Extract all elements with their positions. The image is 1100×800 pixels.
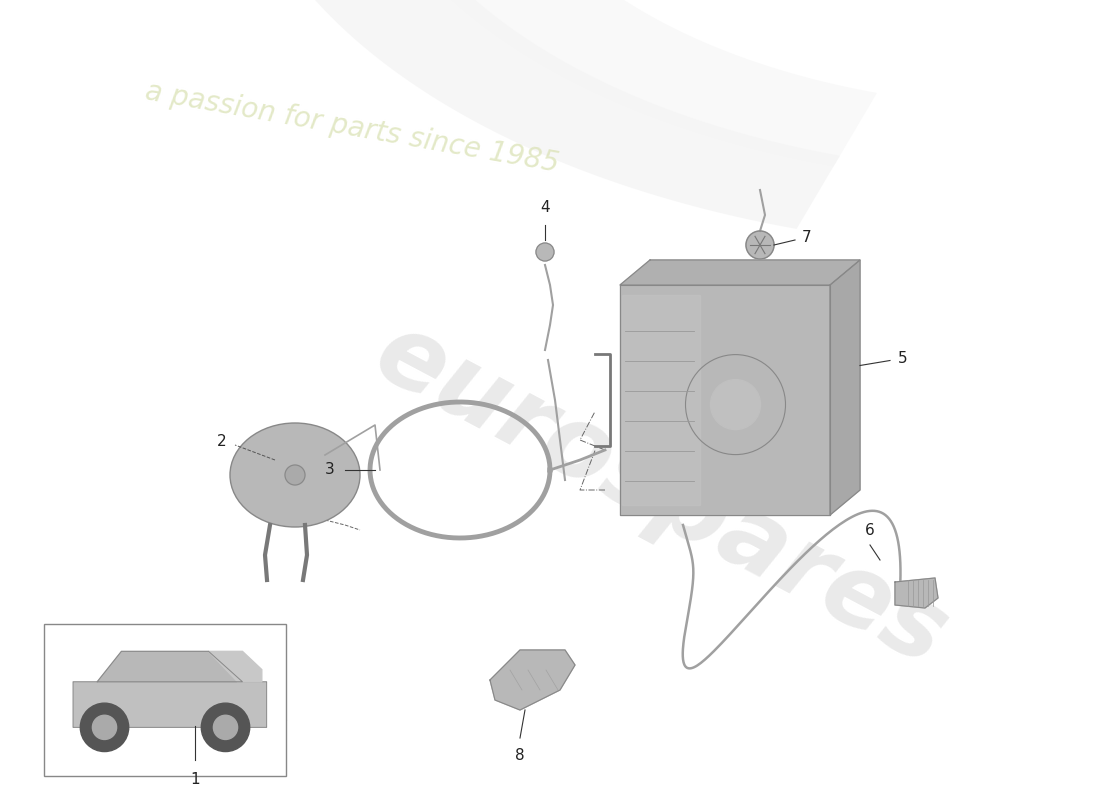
Circle shape — [685, 354, 785, 454]
Text: 3: 3 — [326, 462, 336, 478]
Polygon shape — [209, 651, 262, 682]
Circle shape — [746, 231, 774, 259]
Text: 7: 7 — [802, 230, 812, 246]
Polygon shape — [895, 578, 938, 608]
Circle shape — [711, 380, 760, 430]
Text: 4: 4 — [540, 200, 550, 215]
Polygon shape — [620, 285, 830, 515]
Circle shape — [201, 703, 250, 751]
Polygon shape — [230, 0, 840, 229]
Polygon shape — [830, 260, 860, 515]
Ellipse shape — [230, 423, 360, 527]
Text: 1: 1 — [190, 772, 200, 787]
Text: 5: 5 — [898, 351, 907, 366]
Text: 2: 2 — [218, 434, 227, 449]
Text: 8: 8 — [515, 748, 525, 763]
Polygon shape — [621, 295, 700, 505]
Circle shape — [213, 715, 238, 739]
Bar — [44, 624, 286, 776]
Polygon shape — [620, 260, 860, 285]
Circle shape — [536, 243, 554, 261]
Polygon shape — [112, 688, 278, 728]
Polygon shape — [350, 0, 877, 166]
Circle shape — [92, 715, 117, 739]
Circle shape — [80, 703, 129, 751]
FancyBboxPatch shape — [73, 682, 266, 727]
Polygon shape — [490, 650, 575, 710]
Polygon shape — [97, 651, 242, 682]
Text: eurospares: eurospares — [358, 305, 962, 687]
Text: 6: 6 — [865, 523, 874, 538]
Text: a passion for parts since 1985: a passion for parts since 1985 — [143, 78, 561, 178]
Circle shape — [285, 465, 305, 485]
